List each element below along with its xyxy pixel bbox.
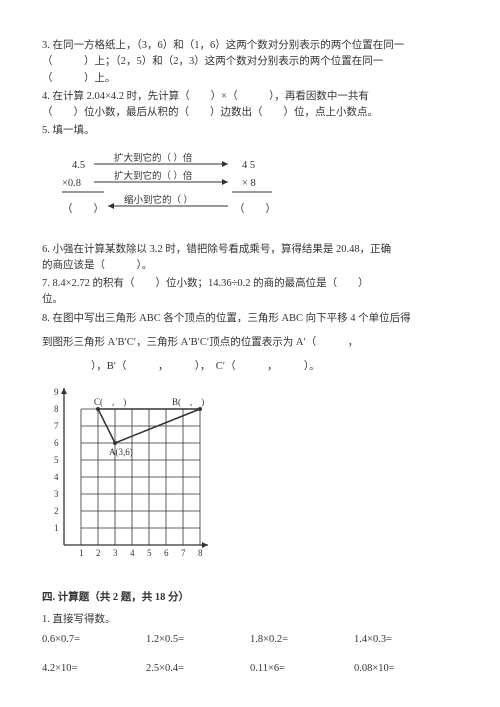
svg-text:1: 1 [54, 523, 59, 533]
q4-line1: 4. 在计算 2.04×4.2 时，先计算（ ）×（ ），再看因数中一共有 [42, 89, 454, 105]
svg-text:2: 2 [96, 548, 101, 558]
calc-row-1: 0.6×0.7= 1.2×0.5= 1.8×0.2= 1.4×0.3= [42, 632, 454, 648]
calc-2c: 0.11×6= [250, 661, 326, 677]
question-6: 6. 小强在计算某数除以 3.2 时，错把除号看成乘号，算得结果是 20.48，… [42, 242, 454, 275]
coordinate-grid: 1 2 3 4 5 6 7 8 1 2 3 4 5 6 7 8 9 A(3,6) B( , ) C( , ) [42, 385, 454, 571]
question-5: 5. 填一填。 [42, 123, 454, 139]
section4-title: 四. 计算题（共 2 题，共 18 分） [42, 590, 454, 606]
q3-line3: （ ）上。 [42, 71, 454, 87]
q5-line1: 5. 填一填。 [42, 123, 454, 139]
q8-line2: 到图形三角形 A′B′C′，三角形 A′B′C′顶点的位置表示为 A′（ ， [42, 335, 454, 351]
svg-text:6: 6 [164, 548, 169, 558]
d-right-top: 4 5 [242, 160, 255, 171]
q4-line2: （ ）位小数，最后从积的（ ）边数出（ ）位，点上小数点。 [42, 105, 454, 121]
d-arrow-back-label: 缩小到它的（ ） [124, 194, 193, 206]
fill-diagram-svg: 4.5 扩大到它的（ ）倍 4 5 ×0.8 扩大到它的（ ）倍 × 8 （ ）… [62, 150, 322, 230]
question-7: 7. 8.4×2.72 的积有（ ）位小数；14.36÷0.2 的商的最高位是（… [42, 276, 454, 309]
svg-text:5: 5 [54, 455, 59, 465]
question-4: 4. 在计算 2.04×4.2 时，先计算（ ）×（ ），再看因数中一共有 （ … [42, 89, 454, 122]
svg-text:8: 8 [198, 548, 203, 558]
calc-2d: 0.08×10= [354, 661, 430, 677]
question-8: 8. 在图中写出三角形 ABC 各个顶点的位置，三角形 ABC 向下平移 4 个… [42, 311, 454, 376]
q3-line2: （ ）上；（2，5）和（2，3）这两个数对分别表示的两个位置在同一 [42, 54, 454, 70]
q7-line1: 7. 8.4×2.72 的积有（ ）位小数；14.36÷0.2 的商的最高位是（… [42, 276, 454, 292]
calc-2a: 4.2×10= [42, 661, 118, 677]
q6-line2: 的商应该是（ ）。 [42, 258, 454, 274]
calc-2b: 2.5×0.4= [146, 661, 222, 677]
svg-text:7: 7 [54, 421, 59, 431]
svg-text:C( , ): C( , ) [94, 397, 126, 407]
q8-gap [42, 327, 454, 335]
question-3: 3. 在同一方格纸上，（3，6）和（1，6）这两个数对分别表示的两个位置在同一 … [42, 38, 454, 87]
svg-text:2: 2 [54, 506, 59, 516]
svg-text:1: 1 [79, 548, 84, 558]
d-right-mid: × 8 [242, 178, 256, 189]
section4-q1: 1. 直接写得数。 [42, 612, 454, 628]
d-left-mid: ×0.8 [62, 178, 81, 189]
q3-line1: 3. 在同一方格纸上，（3，6）和（1，6）这两个数对分别表示的两个位置在同一 [42, 38, 454, 54]
svg-text:3: 3 [113, 548, 118, 558]
d-left-bot: （ ） [62, 203, 104, 215]
svg-text:5: 5 [147, 548, 152, 558]
svg-text:6: 6 [54, 438, 59, 448]
svg-text:3: 3 [54, 489, 59, 499]
q8-line3: ），B′（ ， ）， C′（ ， ）。 [42, 359, 454, 375]
svg-text:A(3,6): A(3,6) [109, 447, 133, 457]
svg-text:4: 4 [130, 548, 135, 558]
d-right-bot: （ ） [234, 203, 276, 215]
svg-text:4: 4 [54, 472, 59, 482]
q6-line1: 6. 小强在计算某数除以 3.2 时，错把除号看成乘号，算得结果是 20.48，… [42, 242, 454, 258]
calc-row-2: 4.2×10= 2.5×0.4= 0.11×6= 0.08×10= [42, 661, 454, 677]
calc-1b: 1.2×0.5= [146, 632, 222, 648]
fill-diagram: 4.5 扩大到它的（ ）倍 4 5 ×0.8 扩大到它的（ ）倍 × 8 （ ）… [62, 150, 454, 230]
grid-svg: 1 2 3 4 5 6 7 8 1 2 3 4 5 6 7 8 9 A(3,6) B( , ) C( , ) [42, 385, 222, 565]
d-left-top: 4.5 [72, 160, 85, 171]
calc-1a: 0.6×0.7= [42, 632, 118, 648]
svg-text:8: 8 [54, 404, 59, 414]
d-arrow-mid-label: 扩大到它的（ ）倍 [114, 170, 193, 182]
svg-text:7: 7 [181, 548, 186, 558]
calc-1c: 1.8×0.2= [250, 632, 326, 648]
d-arrow-up-label: 扩大到它的（ ）倍 [114, 152, 193, 164]
q8-gap2 [42, 351, 454, 359]
q8-line1: 8. 在图中写出三角形 ABC 各个顶点的位置，三角形 ABC 向下平移 4 个… [42, 311, 454, 327]
svg-text:B( , ): B( , ) [172, 397, 204, 407]
q7-line2: 位。 [42, 292, 454, 308]
svg-text:9: 9 [54, 387, 59, 397]
calc-1d: 1.4×0.3= [354, 632, 430, 648]
